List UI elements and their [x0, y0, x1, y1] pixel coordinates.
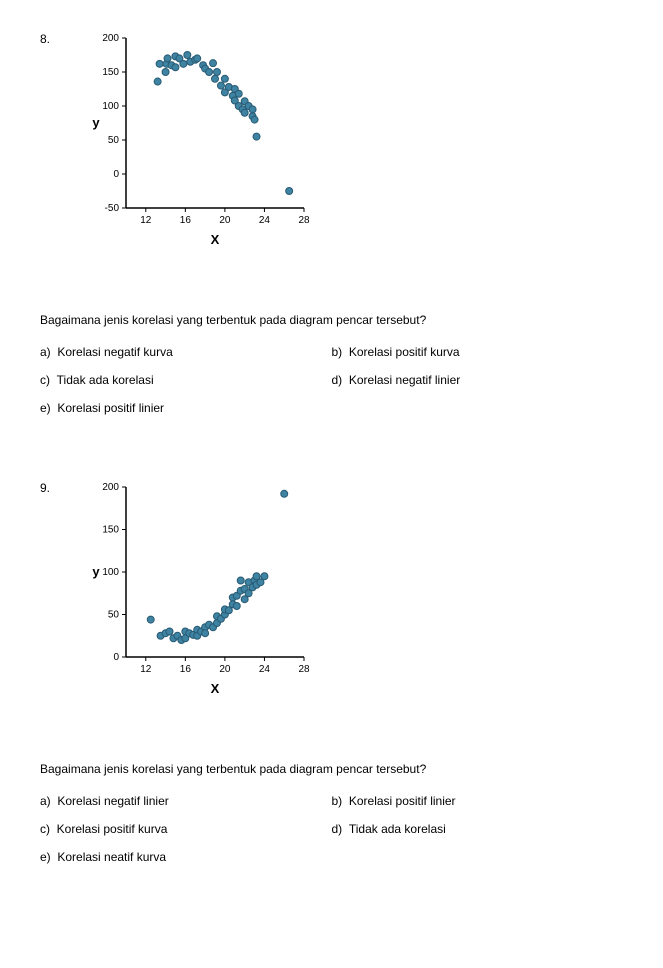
svg-text:200: 200 [102, 33, 119, 44]
svg-text:12: 12 [140, 664, 152, 675]
option-e: e) Korelasi neatif kurva [40, 850, 623, 864]
svg-text:0: 0 [113, 652, 119, 663]
svg-text:20: 20 [219, 664, 231, 675]
page: 8. -500501001502001216202428Xy Bagaimana… [0, 0, 663, 968]
svg-text:16: 16 [180, 215, 192, 226]
options-list: a) Korelasi negatif linier b) Korelasi p… [40, 794, 623, 878]
question-text: Bagaimana jenis korelasi yang terbentuk … [40, 762, 623, 776]
svg-text:24: 24 [259, 215, 271, 226]
svg-text:28: 28 [298, 664, 310, 675]
svg-text:0: 0 [113, 169, 119, 180]
svg-text:y: y [92, 564, 100, 579]
svg-text:12: 12 [140, 215, 152, 226]
option-d: d) Tidak ada korelasi [332, 822, 624, 836]
svg-text:X: X [211, 232, 220, 247]
option-b: b) Korelasi positif linier [332, 794, 624, 808]
option-d: d) Korelasi negatif linier [332, 373, 624, 387]
svg-text:50: 50 [108, 610, 120, 621]
svg-text:20: 20 [219, 215, 231, 226]
svg-text:X: X [211, 681, 220, 696]
option-c: c) Korelasi positif kurva [40, 822, 332, 836]
svg-text:28: 28 [298, 215, 310, 226]
option-a: a) Korelasi negatif kurva [40, 345, 332, 359]
option-c: c) Tidak ada korelasi [40, 373, 332, 387]
question-text: Bagaimana jenis korelasi yang terbentuk … [40, 313, 623, 327]
svg-text:16: 16 [180, 664, 192, 675]
options-list: a) Korelasi negatif kurva b) Korelasi po… [40, 345, 623, 429]
scatter-chart-9: 0 50 100 150 200 12 16 20 24 28 Xy [84, 479, 623, 712]
scatter-chart-8: -50 0 50 100 150 200 12 16 20 24 28 Xy [84, 30, 623, 263]
question-number: 8. [40, 30, 64, 46]
svg-text:-50: -50 [105, 203, 120, 214]
svg-text:50: 50 [108, 135, 120, 146]
svg-text:150: 150 [102, 67, 119, 78]
svg-text:100: 100 [102, 567, 119, 578]
svg-text:24: 24 [259, 664, 271, 675]
option-e: e) Korelasi positif linier [40, 401, 623, 415]
question-8: 8. -50 0 50 100 150 200 12 16 20 24 28 Xy Bagaimana… [40, 30, 623, 429]
svg-text:100: 100 [102, 101, 119, 112]
option-a: a) Korelasi negatif linier [40, 794, 332, 808]
svg-text:200: 200 [102, 482, 119, 493]
svg-text:y: y [92, 115, 100, 130]
option-b: b) Korelasi positif kurva [332, 345, 624, 359]
question-number: 9. [40, 479, 64, 495]
svg-text:150: 150 [102, 525, 119, 536]
question-9: 9. 0 50 100 150 200 12 16 20 24 28 Xy Bagaimana je… [40, 479, 623, 878]
